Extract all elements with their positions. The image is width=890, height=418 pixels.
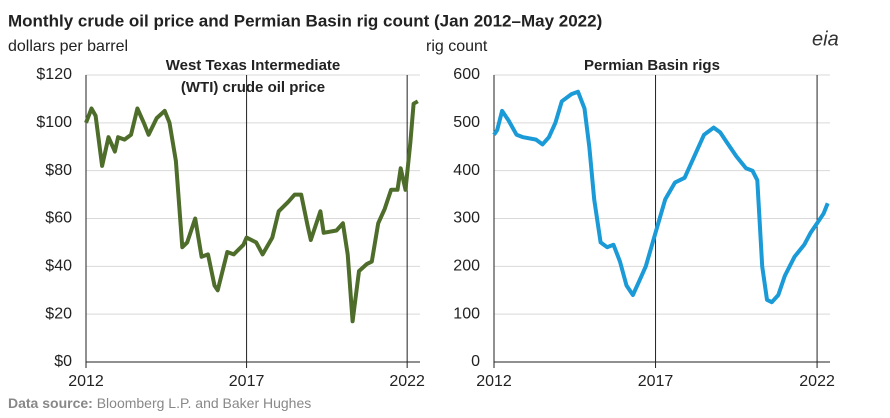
y-tick-label: 400 (453, 162, 480, 179)
chart-title: Monthly crude oil price and Permian Basi… (8, 11, 602, 30)
y-tick-label: 0 (471, 353, 480, 370)
y-tick-label: $120 (36, 66, 72, 83)
y-axis-label: dollars per barrel (8, 38, 128, 55)
y-tick-label: $0 (54, 353, 72, 370)
source-text: Bloomberg L.P. and Baker Hughes (97, 395, 312, 411)
x-tick-label: 2022 (389, 373, 425, 390)
panel-title: Permian Basin rigs (584, 57, 720, 74)
source: Data source: Bloomberg L.P. and Baker Hu… (8, 395, 311, 411)
source-label: Data source: (8, 395, 93, 411)
panel-title: (WTI) crude oil price (181, 79, 325, 96)
y-tick-label: 500 (453, 114, 480, 131)
line (492, 89, 830, 305)
x-tick-label: 2017 (229, 373, 265, 390)
x-tick-label: 2017 (638, 373, 674, 390)
y-tick-label: $60 (45, 210, 72, 227)
y-tick-label: $100 (36, 114, 72, 131)
x-tick-label: 2022 (799, 373, 835, 390)
y-tick-label: 100 (453, 305, 480, 322)
y-axis-label: rig count (426, 38, 488, 55)
y-tick-label: $20 (45, 305, 72, 322)
logo: eia (812, 28, 839, 50)
y-tick-label: $40 (45, 258, 72, 275)
y-tick-label: 300 (453, 210, 480, 227)
x-tick-label: 2012 (476, 373, 512, 390)
y-tick-label: 600 (453, 66, 480, 83)
x-tick-label: 2012 (68, 373, 104, 390)
panel-title: West Texas Intermediate (166, 57, 341, 74)
y-tick-label: 200 (453, 258, 480, 275)
y-tick-label: $80 (45, 162, 72, 179)
line (84, 99, 419, 324)
